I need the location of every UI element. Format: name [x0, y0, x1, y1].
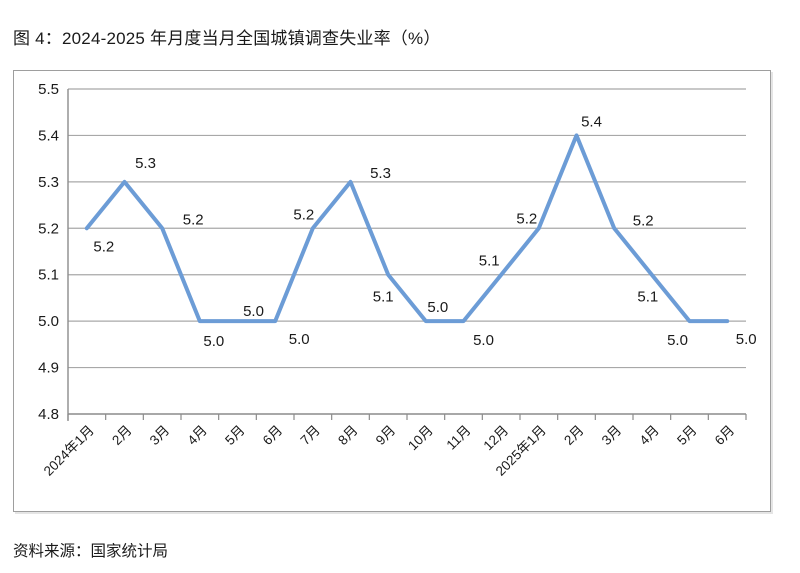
svg-text:3月: 3月 — [147, 423, 172, 448]
svg-text:5.3: 5.3 — [370, 165, 391, 182]
svg-text:5.1: 5.1 — [373, 289, 394, 306]
svg-text:6月: 6月 — [260, 423, 285, 448]
svg-text:5.0: 5.0 — [203, 333, 224, 350]
svg-text:3月: 3月 — [599, 423, 624, 448]
svg-text:5.0: 5.0 — [289, 331, 310, 348]
source-note: 资料来源：国家统计局 — [13, 543, 169, 560]
svg-text:5.2: 5.2 — [633, 212, 654, 229]
svg-text:5.2: 5.2 — [183, 211, 204, 228]
svg-text:7月: 7月 — [297, 423, 322, 448]
svg-text:5.2: 5.2 — [516, 210, 537, 227]
svg-text:5.1: 5.1 — [479, 253, 500, 270]
svg-text:5.2: 5.2 — [93, 238, 114, 255]
svg-text:2月: 2月 — [109, 423, 134, 448]
svg-text:5月: 5月 — [674, 423, 699, 448]
svg-text:4月: 4月 — [184, 423, 209, 448]
svg-text:8月: 8月 — [335, 423, 360, 448]
svg-text:2月: 2月 — [561, 423, 586, 448]
tick-marks — [67, 414, 747, 420]
svg-text:2024年1月: 2024年1月 — [41, 423, 97, 479]
svg-text:4.8: 4.8 — [38, 406, 59, 423]
svg-text:5.2: 5.2 — [38, 220, 59, 237]
figure-title: 图 4：2024-2025 年月度当月全国城镇调查失业率（%） — [13, 29, 441, 48]
svg-text:5.0: 5.0 — [736, 331, 757, 348]
svg-text:5.2: 5.2 — [293, 206, 314, 223]
svg-text:5.0: 5.0 — [427, 299, 448, 316]
svg-text:5.0: 5.0 — [243, 303, 264, 320]
y-axis-labels: 4.8 4.9 5.0 5.1 5.2 5.3 5.4 5.5 — [38, 81, 59, 423]
svg-text:5月: 5月 — [222, 423, 247, 448]
svg-text:5.0: 5.0 — [38, 313, 59, 330]
svg-text:5.0: 5.0 — [667, 332, 688, 349]
svg-text:5.1: 5.1 — [38, 267, 59, 284]
svg-text:5.0: 5.0 — [473, 332, 494, 349]
svg-text:5.3: 5.3 — [38, 174, 59, 191]
unemployment-line-chart: 4.8 4.9 5.0 5.1 5.2 5.3 5.4 5.5 2024年1月 2月 3月 4月 5月 6… — [38, 81, 756, 479]
svg-text:4.9: 4.9 — [38, 360, 59, 377]
chart-panel: 4.8 4.9 5.0 5.1 5.2 5.3 5.4 5.5 2024年1月 2月 3月 4月 5月 6… — [13, 70, 771, 512]
trend-line — [84, 133, 730, 324]
svg-text:10月: 10月 — [405, 423, 436, 454]
svg-text:12月: 12月 — [481, 423, 512, 454]
svg-text:5.4: 5.4 — [581, 113, 602, 130]
data-labels: 5.2 5.3 5.2 5.0 5.0 5.0 5.2 5.3 5.1 5.0 5.0 5.1 5.2 5… — [93, 113, 756, 350]
svg-text:11月: 11月 — [444, 423, 474, 453]
svg-text:6月: 6月 — [712, 423, 737, 448]
svg-text:5.3: 5.3 — [135, 155, 156, 172]
axis-lines — [67, 89, 746, 421]
svg-text:5.1: 5.1 — [637, 289, 658, 306]
svg-text:5.4: 5.4 — [38, 127, 59, 144]
svg-text:4月: 4月 — [636, 423, 661, 448]
svg-text:9月: 9月 — [373, 423, 398, 448]
svg-text:5.5: 5.5 — [38, 81, 59, 98]
